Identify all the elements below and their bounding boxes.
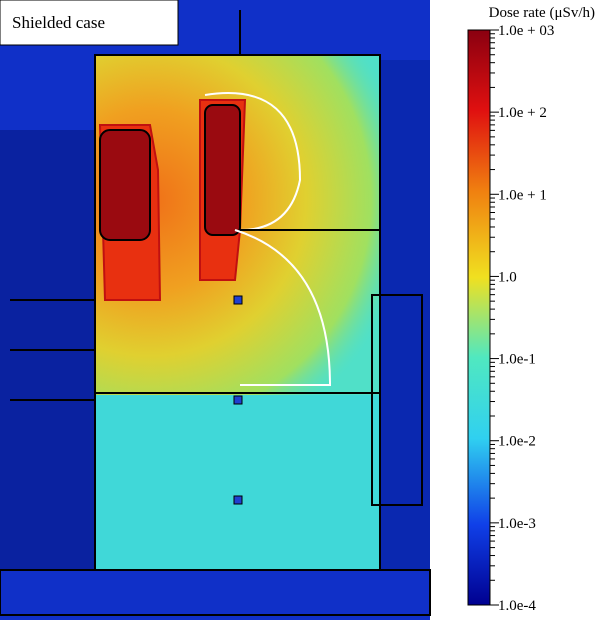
tick-label: 1.0e-2 — [498, 434, 536, 450]
case-label: Shielded case — [12, 13, 105, 32]
label-box — [0, 0, 179, 46]
dose-map — [0, 0, 431, 620]
tick-label: 1.0e + 03 — [498, 23, 554, 39]
colorbar — [467, 29, 491, 606]
tick-label: 1.0 — [498, 269, 517, 285]
tick-label: 1.0e + 2 — [498, 105, 547, 121]
tick-label: 1.0e + 1 — [498, 187, 547, 203]
tick-label: 1.0e-1 — [498, 352, 536, 368]
colorbar-title: Dose rate (μSv/h) — [489, 5, 595, 21]
tick-label: 1.0e-4 — [498, 598, 536, 614]
tick-label: 1.0e-3 — [498, 516, 536, 532]
